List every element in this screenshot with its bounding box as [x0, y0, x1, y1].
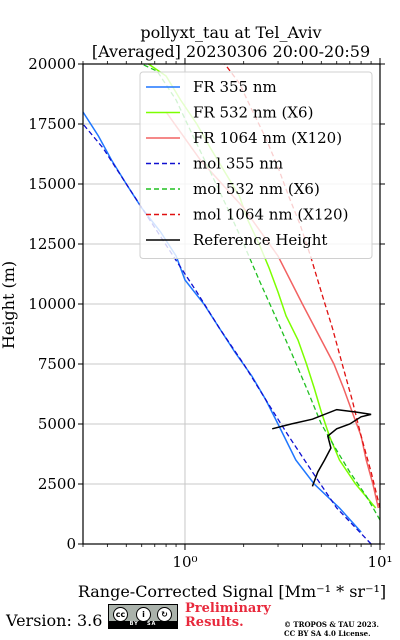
y-tick-label: 20000 — [28, 55, 76, 73]
legend-box — [139, 71, 373, 259]
y-tick-label: 17500 — [28, 115, 76, 133]
y-tick-label: 5000 — [38, 415, 76, 433]
cc-by-sa-badge: cc i ↻ BY SA — [108, 604, 178, 629]
preliminary-notice: Preliminary Results. — [185, 602, 271, 630]
preliminary-line1: Preliminary — [185, 601, 271, 616]
y-tick-label: 7500 — [38, 355, 76, 373]
legend-label: FR 532 nm (X6) — [193, 104, 313, 122]
legend-label: mol 532 nm (X6) — [193, 180, 320, 198]
sa-icon: ↻ — [157, 607, 172, 622]
series-line-3 — [82, 123, 372, 545]
y-tick-label: 15000 — [28, 175, 76, 193]
y-tick-label: 10000 — [28, 295, 76, 313]
y-tick-label: 12500 — [28, 235, 76, 253]
y-tick-label: 0 — [66, 535, 76, 553]
cc-strip: BY SA — [109, 621, 177, 628]
y-tick-label: 2500 — [38, 475, 76, 493]
chart-title: pollyxt_tau at Tel_Aviv — [140, 23, 321, 42]
x-tick-label: 10⁰ — [172, 553, 197, 571]
legend-label: FR 355 nm — [193, 78, 277, 96]
copyright-line2: CC BY SA 4.0 License. — [284, 629, 371, 638]
legend-label: mol 1064 nm (X120) — [193, 206, 348, 224]
legend: FR 355 nm FR 532 nm (X6) FR 1064 nm (X120)… — [139, 71, 373, 259]
y-axis-label: Height (m) — [0, 261, 18, 349]
legend-label: mol 355 nm — [193, 155, 283, 173]
axis-ticks: 0 2500 5000 7500 10000 12500 15000 17500 20000 10… — [28, 55, 392, 571]
series-line-4 — [141, 63, 381, 521]
series-line-6 — [272, 408, 372, 487]
copyright-line1: © TROPOS & TAU 2023. — [284, 620, 379, 629]
legend-label: FR 1064 nm (X120) — [193, 129, 342, 147]
by-icon: i — [136, 607, 151, 622]
legend-label: Reference Height — [193, 231, 327, 249]
preliminary-line2: Results. — [185, 615, 244, 630]
x-tick-label: 10¹ — [367, 553, 392, 571]
cc-icon: cc — [113, 607, 128, 622]
version-label: Version: 3.6 — [6, 611, 103, 630]
copyright-notice: © TROPOS & TAU 2023. CC BY SA 4.0 Licens… — [284, 620, 379, 638]
x-axis-label: Range-Corrected Signal [Mm⁻¹ * sr⁻¹] — [78, 582, 386, 601]
chart-subtitle: [Averaged] 20230306 20:00-20:59 — [92, 42, 370, 61]
